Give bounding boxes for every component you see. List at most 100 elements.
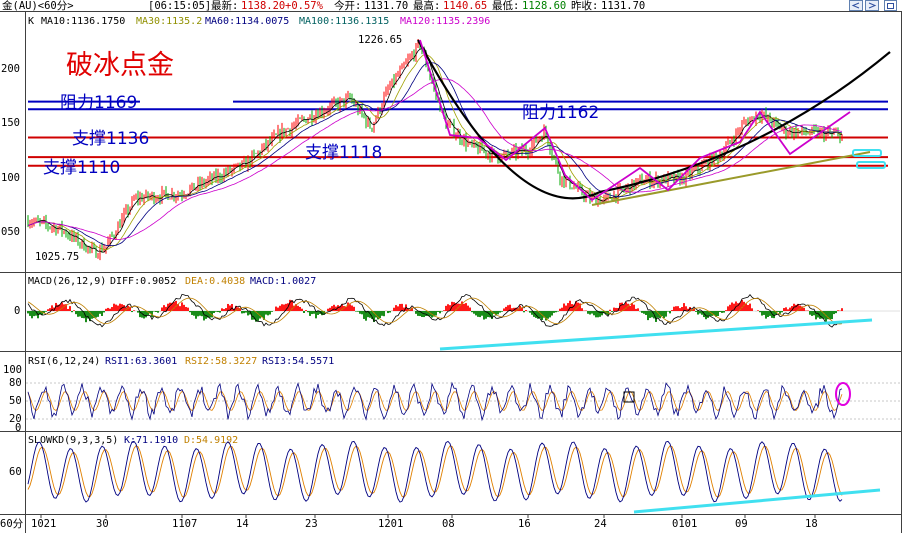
instrument-name: 金(AU)<60分> bbox=[2, 0, 74, 12]
macd-label: MACD(26,12,9) bbox=[28, 276, 106, 287]
high-price-label: 1226.65 bbox=[358, 34, 402, 46]
rsi-y-axis: 100 80 50 20 0 bbox=[3, 364, 22, 434]
rsi-y-tick-50: 50 bbox=[9, 395, 22, 407]
low-value: 1128.60 bbox=[522, 0, 566, 12]
macd-diff-line bbox=[27, 293, 843, 328]
square-icon[interactable] bbox=[884, 0, 897, 11]
latest-label: 最新: bbox=[211, 0, 238, 12]
k-prefix: K bbox=[28, 16, 34, 27]
rsi-legend: RSI(6,12,24) RSI1:63.3601 RSI2:58.3227 R… bbox=[28, 356, 334, 367]
latest-value: 1138.20 bbox=[241, 0, 285, 12]
x-tick-label: 1021 bbox=[31, 518, 56, 530]
arc-curve bbox=[417, 39, 891, 200]
macd-divergence-line bbox=[439, 318, 873, 351]
slowkd-k: K:71.1910 bbox=[124, 435, 178, 446]
moving-averages bbox=[27, 47, 843, 253]
change-value: +0.57% bbox=[285, 0, 324, 12]
ma10-line bbox=[27, 47, 843, 253]
line-labels: 阻力1169 阻力1162 支撑1136 支撑1118 支撑1110 bbox=[43, 93, 599, 178]
x-tick-label: 1201 bbox=[378, 518, 403, 530]
ma30-line bbox=[27, 54, 843, 251]
label-support-1110: 支撑1110 bbox=[43, 158, 120, 178]
price-legend: K MA10:1136.1750 MA30:1135.2 MA60:1134.0… bbox=[28, 16, 490, 27]
open-value: 1131.70 bbox=[364, 0, 408, 12]
prev-value: 1131.70 bbox=[601, 0, 645, 12]
x-tick-label: 09 bbox=[735, 518, 748, 530]
rsi2-value: RSI2:58.3227 bbox=[185, 356, 257, 367]
x-tick-label: 23 bbox=[305, 518, 318, 530]
x-tick-label: 0101 bbox=[672, 518, 697, 530]
rsi-y-tick-100: 100 bbox=[3, 364, 22, 376]
rsi-y-tick-20: 20 bbox=[9, 413, 22, 425]
x-tick-label: 1107 bbox=[172, 518, 197, 530]
x-tick-label: 24 bbox=[594, 518, 607, 530]
label-resistance-1169: 阻力1169 bbox=[60, 93, 137, 113]
rsi-y-tick-80: 80 bbox=[9, 377, 22, 389]
y-tick-050: 050 bbox=[1, 226, 20, 238]
low-price-label: 1025.75 bbox=[35, 251, 79, 263]
high-value: 1140.65 bbox=[443, 0, 487, 12]
ma120-line bbox=[27, 78, 843, 240]
cyan-box-1 bbox=[852, 149, 882, 157]
ma10-label: MA10:1136.1750 bbox=[41, 16, 125, 27]
open-label: 今开: bbox=[334, 0, 361, 12]
x-tick-label: 18 bbox=[805, 518, 818, 530]
x-axis: 1021 30 1107 14 23 1201 08 16 24 0101 09 18 bbox=[31, 514, 818, 530]
arrow-left-icon[interactable] bbox=[849, 0, 863, 11]
x-tick-label: 16 bbox=[518, 518, 531, 530]
macd-legend: MACD(26,12,9) DIFF:0.9052 DEA:0.4038 MAC… bbox=[28, 276, 316, 287]
x-tick-label: 14 bbox=[236, 518, 249, 530]
macd-series bbox=[26, 293, 900, 351]
macd-value: MACD:1.0027 bbox=[250, 276, 316, 287]
high-label: 最高: bbox=[413, 0, 440, 12]
label-support-1136: 支撑1136 bbox=[72, 129, 149, 149]
x-tick-label: 08 bbox=[442, 518, 455, 530]
rsi1-line bbox=[27, 381, 843, 422]
wave-zigzag bbox=[419, 39, 851, 202]
drawing-annotations bbox=[417, 39, 891, 206]
rsi-marker-box bbox=[623, 391, 635, 403]
rsi-series bbox=[26, 381, 900, 422]
chart-title: 破冰点金 bbox=[66, 50, 174, 81]
label-resistance-1162: 阻力1162 bbox=[522, 103, 599, 123]
slowkd-divergence-line bbox=[633, 488, 881, 514]
header-time: [06:15:05] bbox=[148, 0, 211, 12]
panel-frames bbox=[0, 11, 902, 533]
slowkd-d: D:54.9192 bbox=[184, 435, 238, 446]
rising-trendline bbox=[591, 151, 871, 206]
y-tick-100: 100 bbox=[1, 172, 20, 184]
ma30-label: MA30:1135.2 bbox=[136, 16, 202, 27]
rsi1-value: RSI1:63.3601 bbox=[105, 356, 177, 367]
window-buttons bbox=[849, 0, 897, 11]
x-tick-label: 30 bbox=[96, 518, 109, 530]
y-tick-150: 150 bbox=[1, 117, 20, 129]
slowkd-k-line bbox=[27, 440, 843, 503]
slowkd-series bbox=[27, 440, 881, 514]
label-support-1118: 支撑1118 bbox=[305, 143, 382, 163]
x-axis-unit: 60分 bbox=[0, 518, 24, 530]
rsi-y-tick-0: 0 bbox=[15, 422, 21, 434]
ma120-label: MA120:1135.2396 bbox=[400, 16, 490, 27]
arrow-right-icon[interactable] bbox=[865, 0, 879, 11]
slowkd-y-tick-60: 60 bbox=[9, 466, 22, 478]
slowkd-label: SLOWKD(9,3,3,5) bbox=[28, 435, 118, 446]
rsi-highlight-circle bbox=[835, 382, 851, 406]
prev-label: 昨收: bbox=[571, 0, 598, 12]
cyan-box-2 bbox=[856, 161, 886, 169]
low-label: 最低: bbox=[492, 0, 519, 12]
slowkd-legend: SLOWKD(9,3,3,5) K:71.1910 D:54.9192 bbox=[28, 435, 238, 446]
ma60-line bbox=[27, 62, 843, 247]
header-bar: 金(AU)<60分> [06:15:05] 最新: 1138.20 +0.57%… bbox=[2, 0, 645, 12]
rsi-label: RSI(6,12,24) bbox=[28, 356, 100, 367]
price-y-axis: 200 150 100 050 bbox=[1, 63, 20, 238]
rsi3-value: RSI3:54.5571 bbox=[262, 356, 334, 367]
macd-diff: DIFF:0.9052 bbox=[110, 276, 176, 287]
macd-dea: DEA:0.4038 bbox=[185, 276, 245, 287]
macd-y-tick-0: 0 bbox=[14, 305, 20, 317]
macd-dea-line bbox=[27, 297, 843, 325]
y-tick-200: 200 bbox=[1, 63, 20, 75]
ma60-label: MA60:1134.0075 bbox=[205, 16, 289, 27]
ma100-label: MA100:1136.1315 bbox=[299, 16, 389, 27]
